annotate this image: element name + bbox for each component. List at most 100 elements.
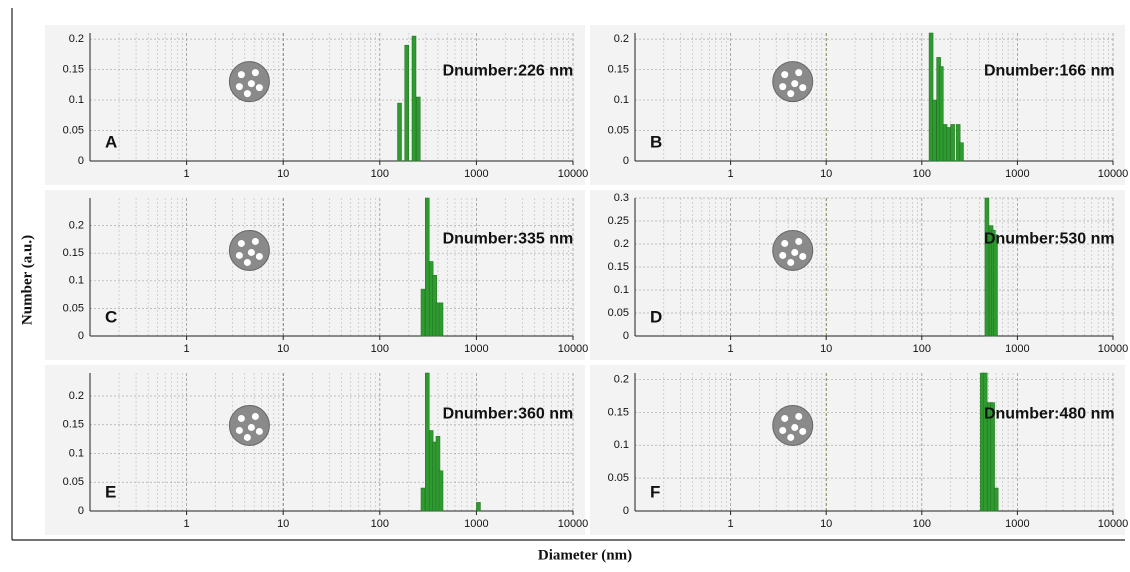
panel-background bbox=[45, 190, 585, 360]
y-tick-label: 0 bbox=[78, 155, 84, 167]
x-axis-title: Diameter (nm) bbox=[538, 547, 632, 563]
panel-background bbox=[590, 190, 1125, 360]
annotation: Dnumber:360 nm bbox=[443, 406, 574, 423]
bar bbox=[438, 470, 444, 512]
y-tick-label: 0.1 bbox=[69, 447, 84, 459]
y-tick-label: 0.2 bbox=[614, 373, 629, 385]
nanoparticle-dot bbox=[781, 414, 789, 422]
nanoparticle-dot bbox=[243, 258, 251, 266]
bar bbox=[411, 35, 417, 162]
y-tick-label: 0.05 bbox=[608, 472, 629, 484]
nanoparticle-dot bbox=[799, 252, 807, 260]
nanoparticle-dot bbox=[235, 251, 243, 259]
bar bbox=[425, 372, 430, 512]
nanoparticle-dot bbox=[795, 412, 803, 420]
y-tick-label: 0.2 bbox=[69, 220, 84, 232]
x-tick-label: 1 bbox=[184, 343, 190, 355]
panel-label: C bbox=[105, 307, 117, 326]
nanoparticle-dot bbox=[791, 80, 799, 88]
x-tick-label: 1 bbox=[728, 518, 734, 530]
x-tick-label: 10 bbox=[820, 518, 832, 530]
x-tick-label: 100 bbox=[371, 343, 389, 355]
x-tick-label: 10 bbox=[820, 168, 832, 180]
panel-label: D bbox=[650, 307, 662, 326]
x-tick-label: 100 bbox=[913, 168, 931, 180]
nanoparticle-dot bbox=[799, 84, 807, 92]
bar bbox=[404, 44, 409, 162]
x-tick-label: 10000 bbox=[1098, 518, 1129, 530]
y-tick-label: 0.1 bbox=[614, 439, 629, 451]
nanoparticle-dot bbox=[243, 433, 251, 441]
bar bbox=[932, 99, 937, 162]
x-tick-label: 10 bbox=[277, 168, 289, 180]
nanoparticle-dot bbox=[791, 248, 799, 256]
y-tick-label: 0.2 bbox=[614, 238, 629, 250]
panel: 1 10 100 1000 10000 0 0.05 0.1 0.15 0.2 0.25 0.3 Dnu… bbox=[590, 190, 1128, 360]
nanoparticle-dot bbox=[255, 252, 263, 260]
x-tick-label: 10 bbox=[277, 343, 289, 355]
nanoparticle-dot bbox=[781, 71, 789, 79]
y-tick-label: 0.05 bbox=[63, 124, 84, 136]
x-tick-label: 1000 bbox=[464, 343, 488, 355]
nanoparticle-dot bbox=[779, 83, 787, 91]
nanoparticle-dot bbox=[787, 258, 795, 266]
panel: 1 10 100 1000 10000 0 0.05 0.1 0.15 0.2 Dnumber:48… bbox=[590, 365, 1128, 535]
bar bbox=[950, 124, 955, 162]
bar bbox=[438, 302, 444, 337]
bar bbox=[990, 402, 995, 512]
y-tick-label: 0.3 bbox=[614, 192, 629, 204]
bar bbox=[397, 102, 402, 162]
nanoparticle-dot bbox=[237, 414, 245, 422]
panel: 1 10 100 1000 10000 0 0.05 0.1 0.15 0.2 Dnumber:16… bbox=[590, 25, 1128, 185]
y-tick-label: 0.05 bbox=[63, 302, 84, 314]
x-tick-label: 1 bbox=[728, 168, 734, 180]
y-tick-label: 0.1 bbox=[69, 94, 84, 106]
x-tick-label: 10000 bbox=[558, 518, 589, 530]
y-tick-label: 0.15 bbox=[63, 419, 84, 431]
panel-background bbox=[590, 25, 1125, 185]
panel-label: E bbox=[105, 482, 116, 501]
x-tick-label: 1 bbox=[184, 518, 190, 530]
annotation: Dnumber:530 nm bbox=[984, 231, 1115, 248]
x-tick-label: 1000 bbox=[1005, 518, 1029, 530]
x-tick-label: 1000 bbox=[1005, 168, 1029, 180]
nanoparticle-dot bbox=[781, 239, 789, 247]
nanoparticle-dot bbox=[779, 251, 787, 259]
nanoparticle-dot bbox=[251, 237, 259, 245]
x-tick-label: 1000 bbox=[464, 168, 488, 180]
nanoparticle-dot bbox=[791, 423, 799, 431]
bar bbox=[420, 487, 426, 512]
nanoparticle-dot bbox=[795, 237, 803, 245]
bar bbox=[939, 66, 944, 162]
panel-background bbox=[45, 365, 585, 535]
panel: 1 10 100 1000 10000 0 0.05 0.1 0.15 0.2 Dnumber:22… bbox=[45, 25, 588, 185]
x-tick-label: 1 bbox=[184, 168, 190, 180]
nanoparticle-dot bbox=[247, 80, 255, 88]
y-tick-label: 0.2 bbox=[69, 33, 84, 45]
bar bbox=[959, 142, 964, 162]
y-tick-label: 0.15 bbox=[63, 63, 84, 75]
x-tick-label: 10000 bbox=[1098, 168, 1129, 180]
y-tick-label: 0 bbox=[623, 505, 629, 517]
y-tick-label: 0 bbox=[623, 330, 629, 342]
nanoparticle-dot bbox=[235, 426, 243, 434]
y-axis-title: Number (a.u.) bbox=[19, 235, 35, 325]
nanoparticle-dot bbox=[255, 84, 263, 92]
bar bbox=[476, 502, 481, 512]
x-tick-label: 100 bbox=[913, 343, 931, 355]
bar bbox=[420, 288, 426, 337]
bar bbox=[982, 372, 988, 512]
bar bbox=[993, 487, 999, 512]
panel-label: B bbox=[650, 132, 662, 151]
y-tick-label: 0.15 bbox=[608, 261, 629, 273]
bar bbox=[984, 197, 990, 337]
nanoparticle-dot bbox=[247, 423, 255, 431]
nanoparticle-dot bbox=[787, 90, 795, 98]
annotation: Dnumber:166 nm bbox=[984, 63, 1115, 80]
nanoparticle-dot bbox=[235, 83, 243, 91]
y-tick-label: 0.15 bbox=[63, 247, 84, 259]
panel: 1 10 100 1000 10000 0 0.05 0.1 0.15 0.2 Dnumber:33… bbox=[45, 190, 588, 360]
x-tick-label: 10 bbox=[277, 518, 289, 530]
y-tick-label: 0.05 bbox=[608, 124, 629, 136]
